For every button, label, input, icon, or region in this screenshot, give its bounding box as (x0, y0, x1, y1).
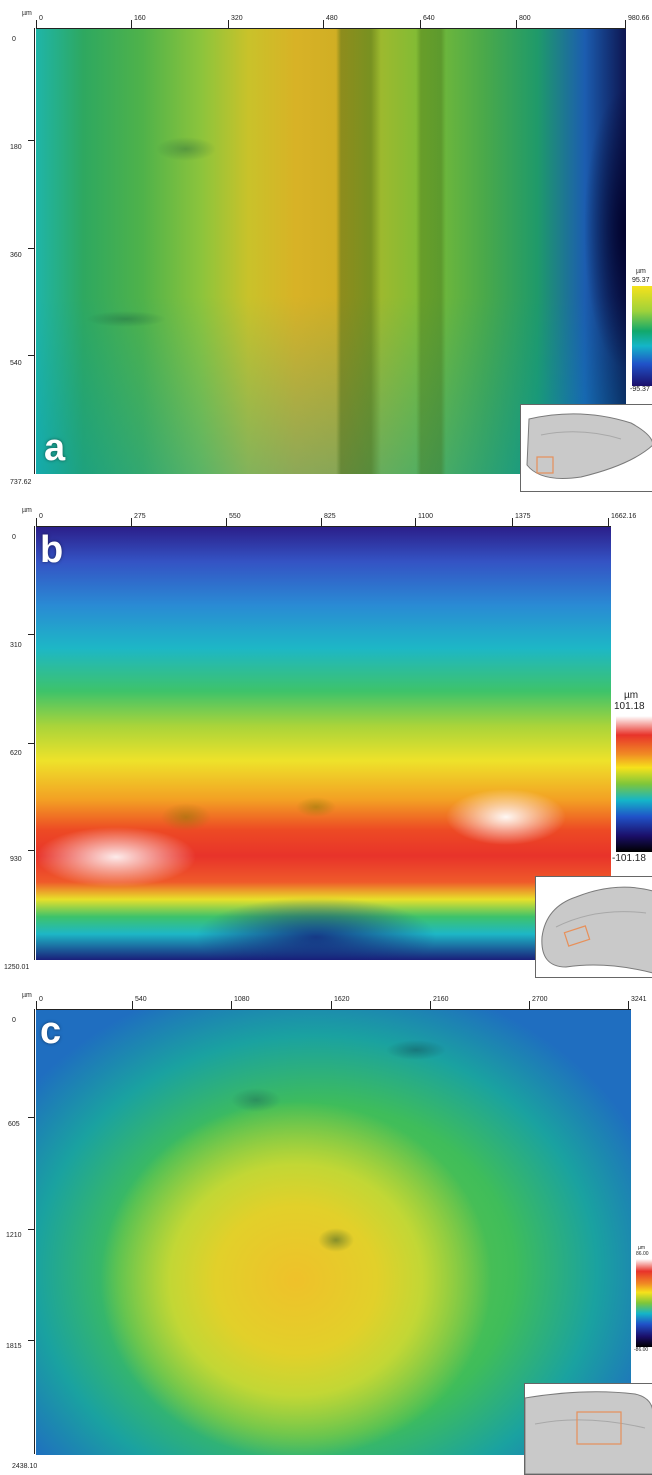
specimen-inset (535, 876, 652, 978)
x-tick: 0 (39, 513, 43, 520)
surface-map-c: c (36, 1010, 631, 1455)
x-tick: 540 (135, 996, 147, 1003)
color-bar (636, 1259, 652, 1347)
specimen-inset (520, 404, 652, 492)
x-tick: 1100 (418, 513, 434, 520)
roi-marker (536, 456, 554, 474)
specimen-inset (524, 1383, 652, 1475)
x-tick: 800 (519, 15, 531, 22)
x-tick: 275 (134, 513, 146, 520)
y-tick: 1815 (6, 1343, 22, 1350)
x-tick: 0 (39, 15, 43, 22)
y-max-label: 737.62 (10, 479, 32, 486)
y-tick: 180 (10, 144, 22, 151)
scale-unit: µm (638, 1245, 646, 1251)
y-tick: 540 (10, 360, 22, 367)
specimen-silhouette (526, 413, 652, 479)
roi-marker (576, 1411, 622, 1445)
y-tick: 930 (10, 856, 22, 863)
scale-min: -95.37 (630, 386, 650, 393)
x-tick: 320 (231, 15, 243, 22)
specimen-silhouette (525, 1391, 652, 1474)
scale-max: 101.18 (614, 701, 645, 712)
x-tick: 980.66 (628, 15, 650, 22)
color-scale: µm 86.00 -86.00 (632, 1245, 652, 1355)
x-tick: 1662.16 (611, 513, 637, 520)
x-tick: 640 (423, 15, 435, 22)
scale-unit: µm (624, 690, 639, 701)
panel-a: µm 0 160 320 480 640 800 980.66 0 180 36… (0, 0, 652, 492)
x-unit-label: µm (22, 507, 32, 514)
panel-letter: a (44, 427, 66, 469)
y-tick: 620 (10, 750, 22, 757)
surface-map-a: a (36, 29, 626, 474)
x-tick: 160 (134, 15, 146, 22)
x-tick: 550 (229, 513, 241, 520)
panel-b: µm 0 275 550 825 1100 1375 1662.16 0 310… (0, 500, 652, 980)
y-axis-line (34, 1009, 35, 1454)
scale-max: 86.00 (636, 1251, 649, 1257)
x-tick: 0 (39, 996, 43, 1003)
specimen-silhouette (541, 886, 652, 974)
panel-letter: c (40, 1010, 62, 1052)
x-axis-line (36, 526, 611, 527)
scale-max: 95.37 (632, 277, 650, 284)
color-bar (616, 716, 652, 852)
y-axis-line (34, 28, 35, 474)
y-tick: 1210 (6, 1232, 22, 1239)
scale-unit: µm (636, 268, 646, 275)
y-tick: 0 (12, 36, 16, 43)
surface-map-b: b (36, 527, 611, 960)
y-tick: 605 (8, 1121, 20, 1128)
color-bar (632, 286, 652, 386)
x-tick: 825 (324, 513, 336, 520)
x-tick: 3241 (631, 996, 647, 1003)
y-tick: 0 (12, 1017, 16, 1024)
scale-min: -86.00 (634, 1347, 649, 1353)
roi-marker (563, 925, 591, 947)
y-tick: 310 (10, 642, 22, 649)
y-axis-line (34, 526, 35, 960)
color-scale: µm 95.37 -95.37 (626, 268, 652, 398)
y-max-label: 1250.01 (4, 964, 30, 971)
x-tick: 1620 (334, 996, 350, 1003)
x-axis-line (36, 28, 626, 29)
x-tick: 480 (326, 15, 338, 22)
x-tick: 1375 (515, 513, 531, 520)
color-scale: µm 101.18 -101.18 (608, 690, 652, 870)
scale-min: -101.18 (612, 853, 646, 864)
x-unit-label: µm (22, 992, 32, 999)
panel-letter: b (40, 529, 64, 571)
x-axis-line (36, 1009, 631, 1010)
y-tick: 360 (10, 252, 22, 259)
x-tick: 1080 (234, 996, 250, 1003)
x-tick: 2700 (532, 996, 548, 1003)
y-tick: 0 (12, 534, 16, 541)
x-tick: 2160 (433, 996, 449, 1003)
y-max-label: 2438.10 (12, 1463, 38, 1470)
panel-c: µm 0 540 1080 1620 2160 2700 3241 0 605 … (0, 985, 652, 1475)
x-unit-label: µm (22, 10, 32, 17)
